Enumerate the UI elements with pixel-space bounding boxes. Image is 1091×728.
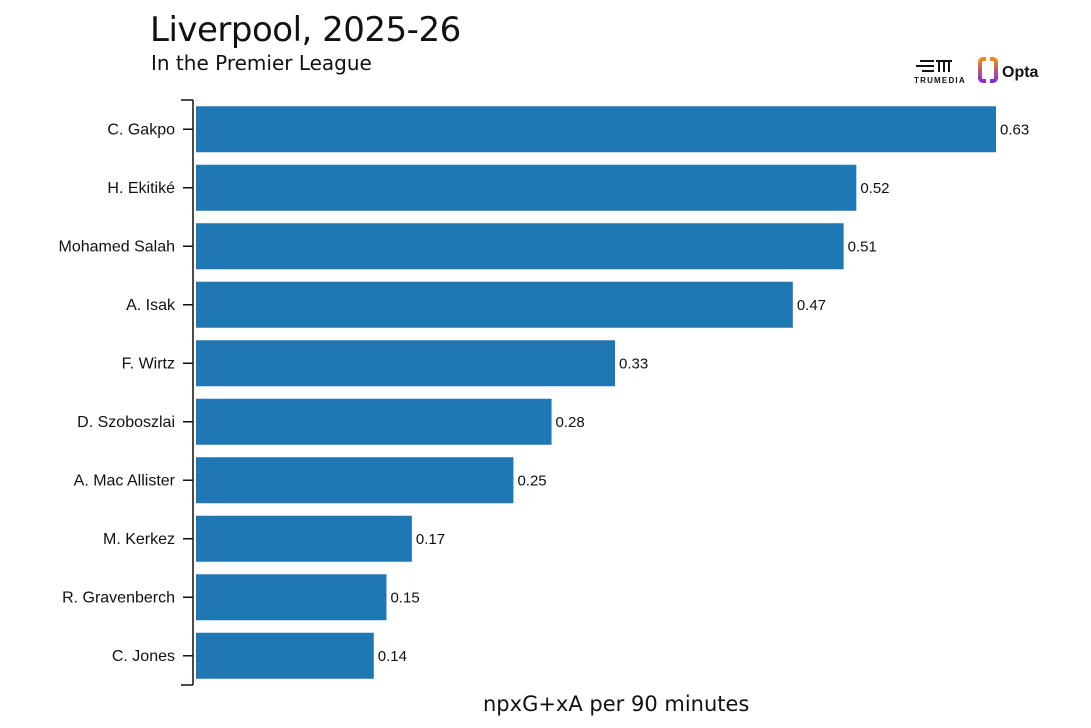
y-tick-label: M. Kerkez [103, 531, 175, 548]
data-label: 0.52 [860, 180, 889, 197]
trumedia-logo: TRUMEDIA [912, 58, 974, 91]
y-tick-label: D. Szoboszlai [77, 414, 175, 431]
bar [196, 340, 616, 387]
data-label: 0.17 [416, 531, 445, 548]
y-tick-label: A. Mac Allister [74, 472, 176, 489]
x-axis-label: npxG+xA per 90 minutes [483, 692, 750, 716]
data-label: 0.51 [848, 238, 877, 255]
opta-logo: Opta [978, 56, 1048, 91]
bar [196, 164, 857, 211]
y-tick-label: C. Jones [112, 648, 175, 665]
bar [196, 457, 514, 504]
data-label: 0.33 [619, 355, 648, 372]
y-tick-label: F. Wirtz [122, 355, 175, 372]
svg-text:Opta: Opta [1002, 64, 1039, 81]
bar [196, 632, 374, 679]
bar [196, 281, 793, 328]
svg-text:TRUMEDIA: TRUMEDIA [914, 76, 966, 85]
data-label: 0.14 [378, 648, 407, 665]
bar [196, 398, 552, 445]
bar [196, 106, 996, 153]
bar [196, 574, 387, 621]
bar [196, 223, 844, 270]
y-tick-label: Mohamed Salah [58, 238, 175, 255]
data-label: 0.28 [556, 414, 585, 431]
y-tick-label: C. Gakpo [107, 121, 175, 138]
y-tick-label: H. Ekitiké [107, 180, 175, 197]
y-tick-label: R. Gravenberch [62, 589, 175, 606]
data-label: 0.15 [390, 589, 419, 606]
data-label: 0.25 [517, 472, 546, 489]
bar [196, 515, 412, 562]
chart-title: Liverpool, 2025-26 [150, 10, 461, 50]
y-tick-label: A. Isak [126, 297, 176, 314]
data-label: 0.47 [797, 297, 826, 314]
data-label: 0.63 [1000, 121, 1029, 138]
chart-subtitle: In the Premier League [151, 51, 372, 75]
